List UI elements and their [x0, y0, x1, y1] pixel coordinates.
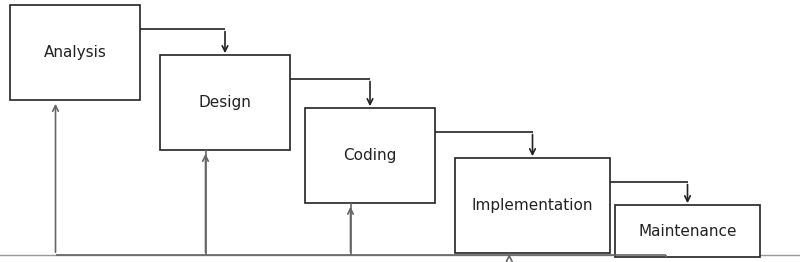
Text: Design: Design	[198, 95, 251, 110]
Bar	[615, 205, 760, 257]
Text: Implementation: Implementation	[472, 198, 594, 213]
Bar	[160, 55, 290, 150]
Bar	[10, 5, 140, 100]
Text: Maintenance: Maintenance	[638, 223, 737, 238]
Bar	[305, 108, 435, 203]
Text: Coding: Coding	[343, 148, 397, 163]
Text: Analysis: Analysis	[43, 45, 106, 60]
Bar	[455, 158, 610, 253]
